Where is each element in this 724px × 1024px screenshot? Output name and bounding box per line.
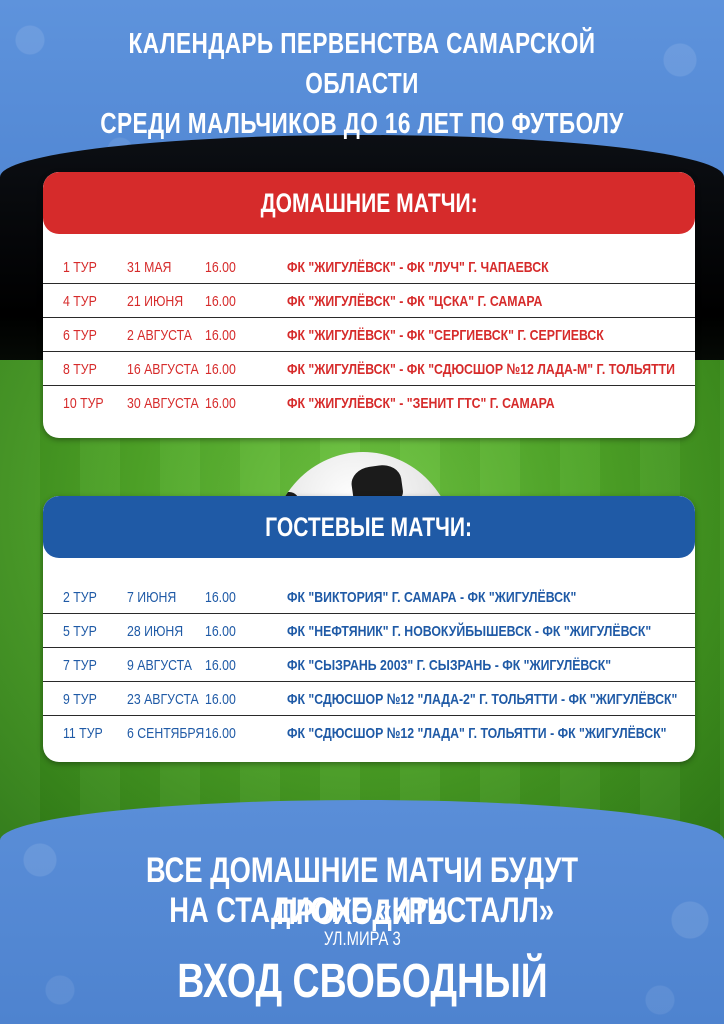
table-row: 5 ТУР 28 ИЮНЯ 16.00 ФК "НЕФТЯНИК" Г. НОВ…: [43, 614, 695, 648]
match-date: 23 АВГУСТА: [127, 691, 199, 708]
match-time: 16.00: [205, 657, 236, 674]
match-round: 7 ТУР: [63, 657, 97, 674]
match-round: 10 ТУР: [63, 395, 104, 412]
match-time: 16.00: [205, 589, 236, 606]
away-matches-list: 2 ТУР 7 ИЮНЯ 16.00 ФК "ВИКТОРИЯ" Г. САМА…: [43, 558, 695, 750]
match-round: 8 ТУР: [63, 361, 97, 378]
match-teams: ФК "ЖИГУЛЁВСК" - ФК "СЕРГИЕВСК" Г. СЕРГИ…: [287, 327, 604, 344]
match-teams: ФК "СДЮСШОР №12 "ЛАДА-2" Г. ТОЛЬЯТТИ - Ф…: [287, 691, 678, 708]
footer-address: УЛ.МИРА 3: [323, 929, 401, 950]
footer-entry: ВХОД СВОБОДНЫЙ: [176, 955, 548, 1008]
table-row: 10 ТУР 30 АВГУСТА 16.00 ФК "ЖИГУЛЁВСК" -…: [43, 386, 695, 420]
match-round: 11 ТУР: [63, 725, 103, 742]
table-row: 9 ТУР 23 АВГУСТА 16.00 ФК "СДЮСШОР №12 "…: [43, 682, 695, 716]
match-date: 21 ИЮНЯ: [127, 293, 184, 310]
match-teams: ФК "ВИКТОРИЯ" Г. САМАРА - ФК "ЖИГУЛЁВСК": [287, 589, 577, 606]
match-date: 28 ИЮНЯ: [127, 623, 184, 640]
match-date: 9 АВГУСТА: [127, 657, 192, 674]
footer-line-2: НА СТАДИОНЕ «КРИСТАЛЛ»: [169, 891, 555, 930]
background-bottom-pattern: [0, 800, 724, 1024]
table-row: 6 ТУР 2 АВГУСТА 16.00 ФК "ЖИГУЛЁВСК" - Ф…: [43, 318, 695, 352]
title-line-1: КАЛЕНДАРЬ ПЕРВЕНСТВА САМАРСКОЙ ОБЛАСТИ: [128, 28, 596, 100]
match-teams: ФК "НЕФТЯНИК" Г. НОВОКУЙБЫШЕВСК - ФК "ЖИ…: [287, 623, 652, 640]
match-time: 16.00: [205, 327, 236, 344]
home-matches-heading: ДОМАШНИЕ МАТЧИ:: [43, 172, 695, 234]
page-title: КАЛЕНДАРЬ ПЕРВЕНСТВА САМАРСКОЙ ОБЛАСТИ С…: [80, 24, 645, 144]
match-date: 2 АВГУСТА: [127, 327, 192, 344]
match-date: 16 АВГУСТА: [127, 361, 199, 378]
match-round: 1 ТУР: [63, 259, 97, 276]
match-date: 7 ИЮНЯ: [127, 589, 177, 606]
table-row: 7 ТУР 9 АВГУСТА 16.00 ФК "СЫЗРАНЬ 2003" …: [43, 648, 695, 682]
table-row: 2 ТУР 7 ИЮНЯ 16.00 ФК "ВИКТОРИЯ" Г. САМА…: [43, 580, 695, 614]
table-row: 1 ТУР 31 МАЯ 16.00 ФК "ЖИГУЛЁВСК" - ФК "…: [43, 250, 695, 284]
match-time: 16.00: [205, 725, 236, 742]
match-round: 4 ТУР: [63, 293, 97, 310]
footer-line-1: ВСЕ ДОМАШНИЕ МАТЧИ БУДУТ ПРОХОДИТЬ: [145, 851, 579, 932]
match-teams: ФК "ЖИГУЛЁВСК" - ФК "ЦСКА" Г. САМАРА: [287, 293, 543, 310]
match-time: 16.00: [205, 293, 236, 310]
table-row: 11 ТУР 6 СЕНТЯБРЯ 16.00 ФК "СДЮСШОР №12 …: [43, 716, 695, 750]
match-date: 30 АВГУСТА: [127, 395, 199, 412]
match-teams: ФК "ЖИГУЛЁВСК" - "ЗЕНИТ ГТС" Г. САМАРА: [287, 395, 555, 412]
away-matches-card: ГОСТЕВЫЕ МАТЧИ: 2 ТУР 7 ИЮНЯ 16.00 ФК "В…: [43, 496, 695, 762]
table-row: 4 ТУР 21 ИЮНЯ 16.00 ФК "ЖИГУЛЁВСК" - ФК …: [43, 284, 695, 318]
match-teams: ФК "ЖИГУЛЁВСК" - ФК "СДЮСШОР №12 ЛАДА-М"…: [287, 361, 675, 378]
title-line-2: СРЕДИ МАЛЬЧИКОВ ДО 16 ЛЕТ ПО ФУТБОЛУ: [100, 108, 624, 140]
match-teams: ФК "СДЮСШОР №12 "ЛАДА" Г. ТОЛЬЯТТИ - ФК …: [287, 725, 667, 742]
table-row: 8 ТУР 16 АВГУСТА 16.00 ФК "ЖИГУЛЁВСК" - …: [43, 352, 695, 386]
match-time: 16.00: [205, 361, 236, 378]
match-round: 5 ТУР: [63, 623, 97, 640]
home-matches-card: ДОМАШНИЕ МАТЧИ: 1 ТУР 31 МАЯ 16.00 ФК "Ж…: [43, 172, 695, 438]
away-matches-heading: ГОСТЕВЫЕ МАТЧИ:: [43, 496, 695, 558]
match-date: 31 МАЯ: [127, 259, 172, 276]
match-time: 16.00: [205, 259, 236, 276]
match-round: 2 ТУР: [63, 589, 97, 606]
match-date: 6 СЕНТЯБРЯ: [127, 725, 205, 742]
match-teams: ФК "ЖИГУЛЁВСК" - ФК "ЛУЧ" Г. ЧАПАЕВСК: [287, 259, 549, 276]
home-matches-list: 1 ТУР 31 МАЯ 16.00 ФК "ЖИГУЛЁВСК" - ФК "…: [43, 234, 695, 420]
match-time: 16.00: [205, 395, 236, 412]
match-time: 16.00: [205, 691, 236, 708]
match-teams: ФК "СЫЗРАНЬ 2003" Г. СЫЗРАНЬ - ФК "ЖИГУЛ…: [287, 657, 612, 674]
match-round: 6 ТУР: [63, 327, 97, 344]
match-time: 16.00: [205, 623, 236, 640]
match-round: 9 ТУР: [63, 691, 97, 708]
